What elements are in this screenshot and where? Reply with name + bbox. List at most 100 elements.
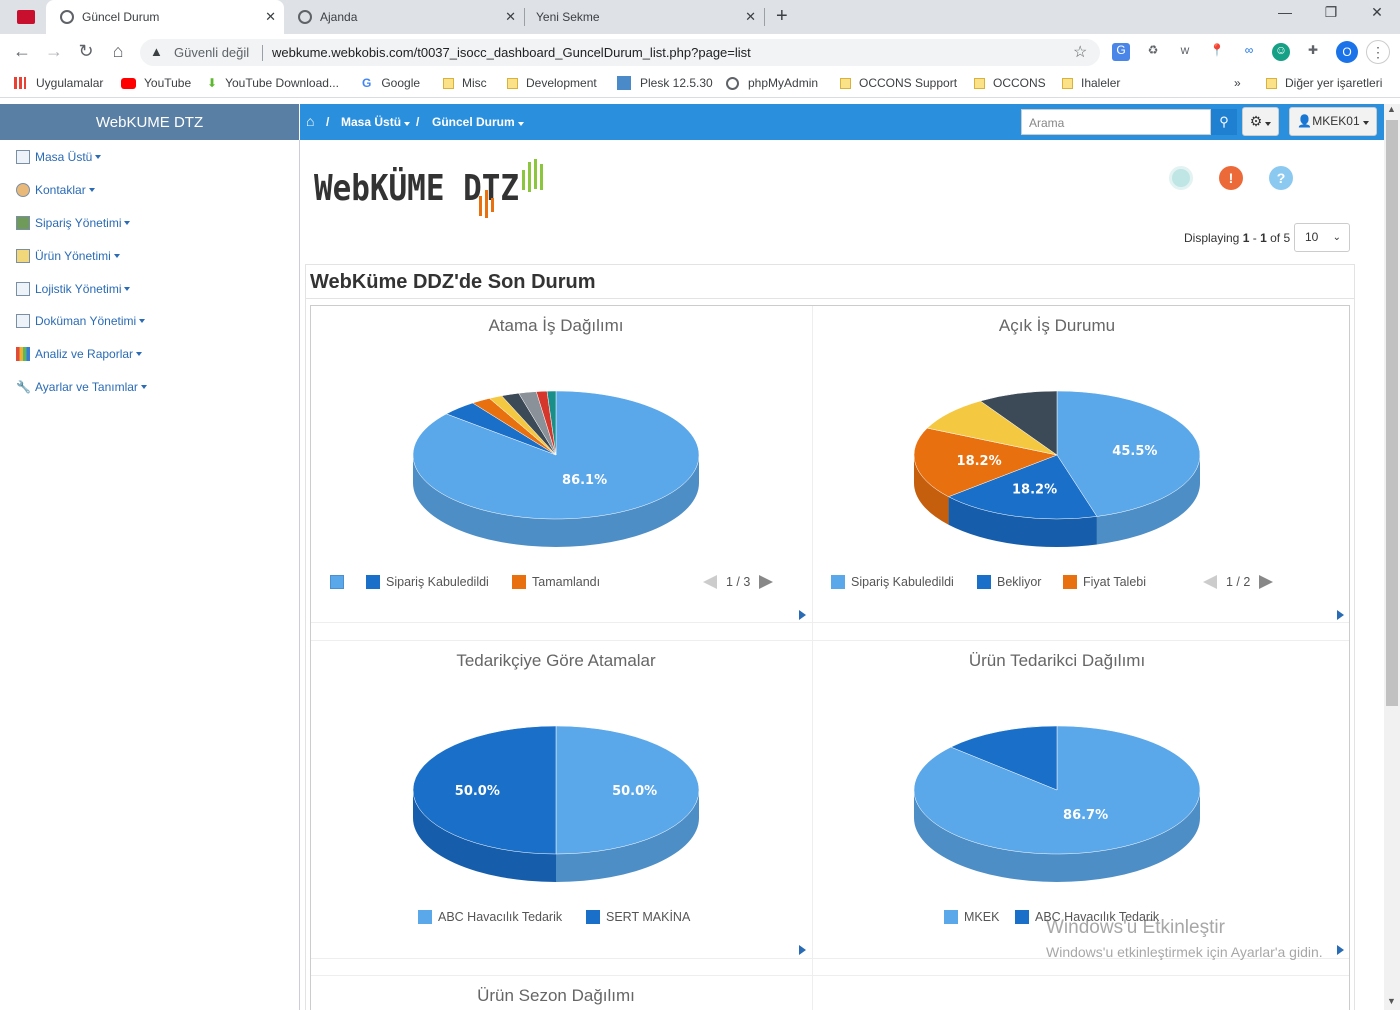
bookmark-misc[interactable]: Misc <box>443 76 487 90</box>
legend-item[interactable]: Sipariş Kabuledildi <box>366 575 489 589</box>
bookmark-development[interactable]: Development <box>507 76 597 90</box>
bookmarks-bar <box>0 70 1400 98</box>
pie-slice-3-1[interactable] <box>950 725 1058 791</box>
legend-item[interactable]: Sipariş Kabuledildi <box>831 575 954 589</box>
bookmark-youtube-download[interactable]: ⬇ YouTube Download... <box>207 76 339 90</box>
pie-slice-2-0[interactable] <box>555 725 700 855</box>
bookmark-youtube[interactable]: YouTube <box>121 76 191 90</box>
legend-item[interactable]: Bekliyor <box>977 575 1041 589</box>
translate-icon[interactable]: G <box>1112 43 1130 61</box>
home-icon[interactable]: ⌂ <box>112 41 124 61</box>
pin-icon[interactable]: 📍 <box>1209 43 1225 57</box>
brand-header[interactable]: WebKUME DTZ <box>0 104 299 140</box>
legend-item[interactable]: SERT MAKİNA <box>586 910 690 924</box>
sidebar-item-ayarlar[interactable]: 🔧 Ayarlar ve Tanımlar <box>16 380 147 394</box>
tab-yeni-sekme[interactable]: Yeni Sekme ✕ <box>526 0 764 34</box>
legend-item[interactable]: ABC Havacılık Tedarik <box>418 910 562 924</box>
sidebar-item-kontaklar[interactable]: Kontaklar <box>16 183 95 197</box>
bookmark-google[interactable]: G Google <box>362 76 421 90</box>
menu-dots-icon[interactable]: ⋮ <box>1366 40 1390 64</box>
scroll-down-icon[interactable]: ▼ <box>1387 996 1396 1006</box>
back-arrow-icon[interactable]: ← <box>13 41 31 61</box>
sidebar-item-dokuman[interactable]: Doküman Yönetimi <box>16 314 146 328</box>
breadcrumb-guncel-durum[interactable]: Güncel Durum <box>432 115 524 129</box>
sidebar-item-urun[interactable]: Ürün Yönetimi <box>16 249 120 263</box>
close-icon[interactable]: ✕ <box>505 9 516 24</box>
scroll-up-icon[interactable]: ▲ <box>1387 104 1396 114</box>
pie-slice-1-2[interactable] <box>913 427 1058 497</box>
legend-item[interactable]: Fiyat Talebi <box>1063 575 1146 589</box>
bookmark-phpmyadmin[interactable]: phpMyAdmin <box>726 76 818 90</box>
home-icon[interactable]: ⌂ <box>306 113 315 129</box>
expand-arrow-icon[interactable] <box>1337 610 1344 620</box>
w-extension-icon[interactable]: w <box>1180 43 1190 57</box>
scrollbar-thumb[interactable] <box>1386 120 1398 706</box>
minimize-icon[interactable]: — <box>1278 4 1292 20</box>
sidebar-item-lojistik[interactable]: Lojistik Yönetimi <box>16 282 131 296</box>
gear-icon[interactable]: ⚙ <box>1242 107 1279 136</box>
tab-ajanda[interactable]: Ajanda ✕ <box>286 0 524 34</box>
search-input[interactable]: Arama <box>1021 109 1211 135</box>
help-icon[interactable]: ? <box>1269 166 1293 190</box>
profile-avatar[interactable]: O <box>1336 41 1358 63</box>
caret-down-icon <box>140 385 147 389</box>
recycle-icon[interactable]: ♻ <box>1147 43 1159 57</box>
reload-icon[interactable]: ↻ <box>78 41 94 61</box>
infinity-icon[interactable]: ∞ <box>1244 43 1254 57</box>
next-page-icon[interactable] <box>759 575 774 589</box>
per-page-select[interactable]: 10 ⌄ <box>1294 223 1350 252</box>
legend-item[interactable]: ABC Havacılık Tedarik <box>1015 910 1159 924</box>
bookmark-other[interactable]: Diğer yer işaretleri <box>1266 76 1382 90</box>
url-text[interactable]: webkume.webkobis.com/t0037_isocc_dashboa… <box>272 45 751 60</box>
next-page-icon[interactable] <box>1259 575 1274 589</box>
pie-label-2-1: 50.0% <box>455 784 500 799</box>
expand-arrow-icon[interactable] <box>799 945 806 955</box>
close-icon[interactable]: ✕ <box>745 9 756 24</box>
puzzle-icon[interactable]: ✚ <box>1307 43 1319 57</box>
star-icon[interactable]: ☆ <box>1073 44 1088 61</box>
bookmark-apps[interactable]: Uygulamalar <box>14 76 103 90</box>
refresh-icon[interactable] <box>1169 166 1193 190</box>
prev-page-icon[interactable] <box>703 575 717 589</box>
caret-down-icon <box>88 188 95 192</box>
forward-arrow-icon[interactable]: → <box>45 41 63 61</box>
dashboard-panel <box>305 264 1355 1010</box>
bookmark-occons-support[interactable]: OCCONS Support <box>840 76 957 90</box>
prev-page-icon[interactable] <box>1203 575 1217 589</box>
expand-arrow-icon[interactable] <box>1337 945 1344 955</box>
restore-icon[interactable]: ❐ <box>1324 4 1338 20</box>
breadcrumb-masa-ustu[interactable]: Masa Üstü <box>341 115 411 129</box>
pie-slice-1-0[interactable] <box>1056 390 1201 517</box>
user-menu-button[interactable]: 👤MKEK01 <box>1289 107 1377 136</box>
close-icon[interactable]: ✕ <box>265 9 276 24</box>
legend-item[interactable]: Tamamlandı <box>512 575 600 589</box>
pie-slice-1-3[interactable] <box>926 400 1058 456</box>
caret-down-icon <box>124 287 131 291</box>
pie-slice-1-1[interactable] <box>947 454 1098 520</box>
address-bar[interactable] <box>140 39 1100 66</box>
new-tab-icon[interactable]: + <box>776 5 788 27</box>
vpn-icon[interactable]: ☺ <box>1272 43 1290 61</box>
sidebar-item-analiz[interactable]: Analiz ve Raporlar <box>16 347 143 361</box>
legend-item[interactable] <box>330 575 350 589</box>
search-icon[interactable]: ⚲ <box>1211 109 1237 135</box>
pie-slice-0-7[interactable] <box>546 390 557 456</box>
youtube-icon <box>121 77 136 89</box>
expand-arrow-icon[interactable] <box>799 610 806 620</box>
sidebar-item-masa-ustu[interactable]: Masa Üstü <box>16 150 102 164</box>
tab-guncel-durum[interactable]: Güncel Durum ✕ <box>46 0 284 34</box>
bookmark-plesk[interactable]: Plesk 12.5.30 <box>617 76 713 90</box>
alert-icon[interactable]: ! <box>1219 166 1243 190</box>
pie-slice-2-1[interactable] <box>412 725 557 855</box>
sidebar-item-siparis[interactable]: Sipariş Yönetimi <box>16 216 131 230</box>
window-close-icon[interactable]: ✕ <box>1371 4 1383 20</box>
order-icon <box>16 216 30 230</box>
legend-pager[interactable]: 1 / 2 <box>1203 575 1274 589</box>
more-bookmarks-button[interactable]: » <box>1234 76 1241 90</box>
pie-slice-1-4[interactable] <box>979 390 1058 456</box>
pie-chart-acik-is: 45.5% 18.2% 18.2% <box>913 390 1201 547</box>
legend-pager[interactable]: 1 / 3 <box>703 575 774 589</box>
bookmark-occons[interactable]: OCCONS <box>974 76 1046 90</box>
legend-item[interactable]: MKEK <box>944 910 999 924</box>
bookmark-ihaleler[interactable]: Ihaleler <box>1062 76 1120 90</box>
